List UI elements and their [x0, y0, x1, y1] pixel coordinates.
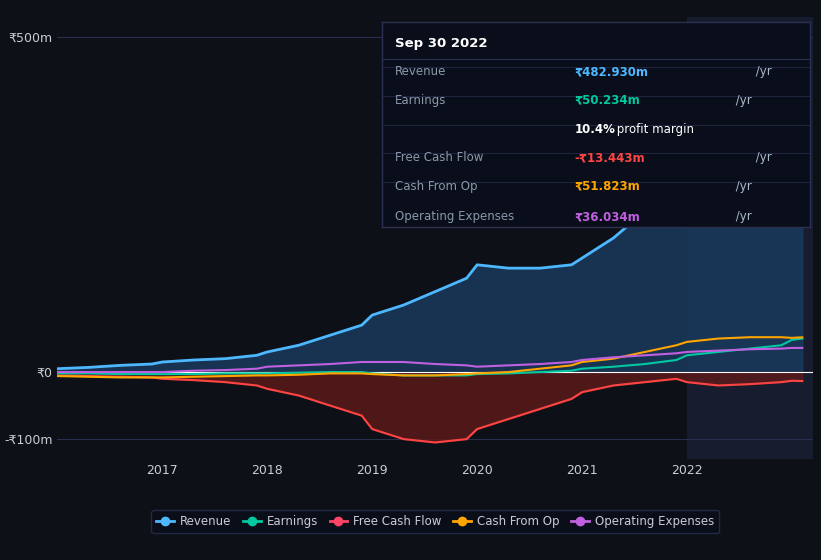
Text: -₹13.443m: -₹13.443m: [575, 151, 645, 164]
Text: ₹50.234m: ₹50.234m: [575, 94, 640, 107]
Text: Revenue: Revenue: [395, 66, 446, 78]
Text: /yr: /yr: [732, 180, 752, 193]
Text: 10.4%: 10.4%: [575, 123, 616, 136]
Text: /yr: /yr: [752, 66, 772, 78]
Text: Operating Expenses: Operating Expenses: [395, 211, 514, 223]
Bar: [687, 17, 813, 459]
Text: Earnings: Earnings: [395, 94, 446, 107]
Text: ₹36.034m: ₹36.034m: [575, 211, 640, 223]
Text: Cash From Op: Cash From Op: [395, 180, 477, 193]
Text: ₹482.930m: ₹482.930m: [575, 66, 649, 78]
Text: /yr: /yr: [732, 211, 752, 223]
Text: Sep 30 2022: Sep 30 2022: [395, 37, 487, 50]
Text: Free Cash Flow: Free Cash Flow: [395, 151, 483, 164]
Text: /yr: /yr: [752, 151, 772, 164]
Text: /yr: /yr: [732, 94, 752, 107]
Legend: Revenue, Earnings, Free Cash Flow, Cash From Op, Operating Expenses: Revenue, Earnings, Free Cash Flow, Cash …: [151, 511, 719, 533]
Text: profit margin: profit margin: [613, 123, 695, 136]
Text: ₹51.823m: ₹51.823m: [575, 180, 640, 193]
